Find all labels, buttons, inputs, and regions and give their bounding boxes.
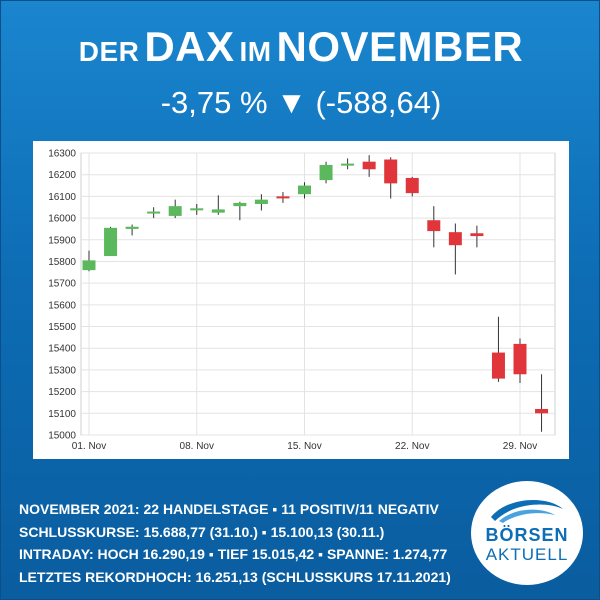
- title-month: NOVEMBER: [276, 23, 524, 70]
- x-tick-label: 08. Nov: [180, 441, 214, 452]
- swoosh-icon: [491, 499, 563, 523]
- y-tick-label: 15700: [48, 279, 76, 290]
- x-tick-label: 29. Nov: [503, 441, 537, 452]
- y-tick-label: 16000: [48, 214, 76, 225]
- candle-body: [298, 185, 311, 195]
- candle-body: [82, 260, 96, 271]
- candle-body: [233, 202, 247, 207]
- candle-body: [254, 199, 268, 204]
- candle-body: [470, 233, 484, 237]
- page-title: DER DAX IM NOVEMBER: [1, 23, 600, 71]
- candle-body: [448, 232, 462, 246]
- candle-body: [125, 226, 139, 229]
- candle-body: [211, 209, 225, 213]
- logo-word-boersen: BÖRSEN: [485, 525, 569, 545]
- title-index: DAX: [144, 23, 235, 70]
- candle-body: [319, 164, 333, 181]
- candle-body: [190, 208, 204, 211]
- candle-body: [276, 196, 290, 199]
- footer-line-closing-prices: SCHLUSSKURSE: 15.688,77 (31.10.) ▪ 15.10…: [19, 523, 385, 540]
- y-tick-label: 15900: [48, 235, 76, 246]
- logo-word-aktuell: AKTUELL: [485, 545, 569, 564]
- y-tick-label: 15000: [48, 431, 76, 442]
- y-tick-label: 15800: [48, 257, 76, 268]
- footer-stats: NOVEMBER 2021: 22 HANDELSTAGE ▪ 11 POSIT…: [19, 498, 459, 588]
- candle-body: [104, 227, 118, 257]
- x-tick-label: 01. Nov: [72, 441, 106, 452]
- title-prefix: DER: [78, 36, 140, 67]
- y-tick-label: 15600: [48, 300, 76, 311]
- footer-line-intraday: INTRADAY: HOCH 16.290,19 ▪ TIEF 15.015,4…: [19, 546, 448, 563]
- candle-body: [513, 343, 527, 375]
- candle-body: [405, 177, 419, 194]
- y-tick-label: 15400: [48, 344, 76, 355]
- y-tick-label: 15300: [48, 365, 76, 376]
- candle-body: [147, 211, 161, 214]
- candle-body: [168, 206, 182, 216]
- candle-body: [535, 408, 549, 414]
- title-mid: IM: [239, 36, 272, 67]
- y-tick-label: 16200: [48, 170, 76, 181]
- chart-panel: 15000 15100 15200 15300 15400 15500 15600 15700…: [33, 141, 569, 459]
- candle-body: [341, 163, 355, 166]
- candle-body: [362, 161, 376, 170]
- candle-body: [384, 159, 398, 184]
- boersen-aktuell-logo: BÖRSEN AKTUELL: [471, 481, 583, 585]
- candlestick-chart: 15000 15100 15200 15300 15400 15500 15600 15700…: [48, 149, 556, 452]
- y-tick-label: 15200: [48, 387, 76, 398]
- candle-body: [491, 352, 505, 379]
- x-tick-label: 15. Nov: [287, 441, 321, 452]
- y-tick-label: 15100: [48, 409, 76, 420]
- monthly-change: -3,75 % ▼ (-588,64): [160, 85, 442, 120]
- footer-line-trading-days: NOVEMBER 2021: 22 HANDELSTAGE ▪ 11 POSIT…: [19, 501, 439, 517]
- y-tick-label: 16100: [48, 192, 76, 203]
- candle-body: [427, 220, 441, 232]
- plot-area: [80, 152, 556, 436]
- y-tick-label: 15500: [48, 322, 76, 333]
- x-tick-label: 22. Nov: [395, 441, 429, 452]
- y-tick-label: 16300: [48, 149, 76, 160]
- footer-line-record-high: LETZTES REKORDHOCH: 16.251,13 (SCHLUSSKU…: [19, 568, 451, 585]
